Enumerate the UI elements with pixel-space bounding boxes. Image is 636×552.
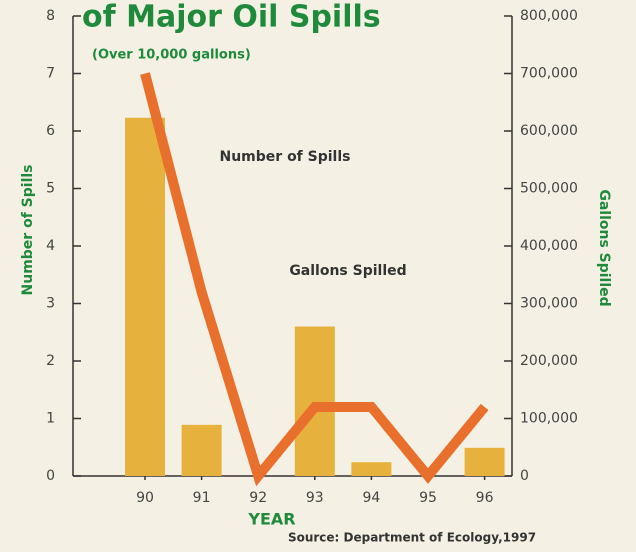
x-tick-label: 95	[419, 490, 437, 506]
x-tick-label: 90	[136, 490, 154, 506]
y-tick-label: 6	[46, 123, 55, 139]
y2-tick-label: 300,000	[520, 296, 578, 312]
y-tick-label: 2	[46, 353, 55, 369]
annotation: Number of Spills	[220, 149, 351, 165]
x-tick-label: 94	[362, 490, 380, 506]
bar	[125, 117, 165, 477]
x-tick-label: 93	[306, 490, 324, 506]
y-tick-label: 0	[46, 468, 55, 484]
x-tick-label: 91	[193, 490, 211, 506]
annotation: Gallons Spilled	[289, 263, 406, 279]
x-tick-label: 92	[249, 490, 267, 506]
y-tick-label: 5	[46, 181, 55, 197]
y2-tick-label: 600,000	[520, 123, 578, 139]
x-tick-label: 96	[476, 490, 494, 506]
line	[140, 72, 489, 487]
y-axis-label: Number of Spills	[20, 165, 36, 296]
y2-tick-label: 500,000	[520, 181, 578, 197]
bar	[181, 424, 222, 476]
y-tick-label: 8	[46, 8, 55, 24]
y2-tick-label: 400,000	[520, 238, 578, 254]
y-tick-label: 7	[46, 66, 55, 82]
x-axis-label: YEAR	[247, 510, 295, 529]
bar	[294, 326, 335, 476]
y2-axis-label: Gallons Spilled	[596, 189, 612, 306]
y2-tick-label: 800,000	[520, 8, 578, 24]
y2-tick-label: 0	[520, 468, 529, 484]
y-tick-label: 3	[46, 296, 55, 312]
y2-tick-label: 700,000	[520, 66, 578, 82]
chart-subtitle: (Over 10,000 gallons)	[92, 48, 251, 63]
bar	[351, 462, 392, 476]
y2-tick-label: 200,000	[520, 353, 578, 369]
y-tick-label: 4	[46, 238, 55, 254]
y-tick-label: 1	[46, 411, 55, 427]
bar	[464, 447, 505, 476]
chart-title: of Major Oil Spills	[82, 0, 381, 35]
y2-tick-label: 100,000	[520, 411, 578, 427]
source: Source: Department of Ecology,1997	[288, 531, 536, 545]
